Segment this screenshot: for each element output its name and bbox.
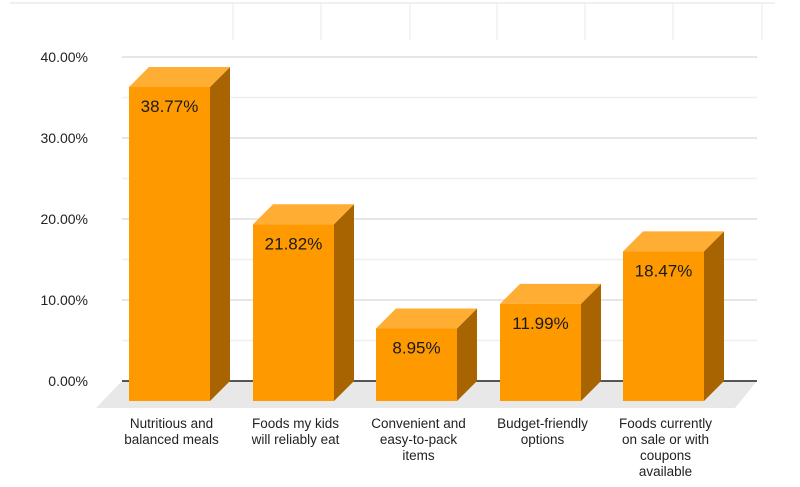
data-label: 21.82% bbox=[265, 234, 323, 253]
bar-top bbox=[253, 204, 354, 225]
x-category-label-line: coupons bbox=[640, 448, 691, 463]
bar-front bbox=[500, 303, 581, 401]
x-category-label-line: Convenient and bbox=[371, 416, 466, 431]
x-category-label-line: on sale or with bbox=[622, 432, 709, 447]
y-tick-label: 20.00% bbox=[41, 211, 88, 227]
x-category-label-line: options bbox=[521, 432, 565, 447]
bar-front bbox=[623, 251, 704, 401]
x-category-label-line: items bbox=[402, 448, 435, 463]
data-label: 8.95% bbox=[392, 339, 440, 358]
bar-front bbox=[253, 224, 334, 401]
bar-side bbox=[581, 283, 601, 401]
bar-top bbox=[623, 231, 724, 252]
x-category-label: Nutritious and balanced meals bbox=[124, 416, 219, 447]
bar-side bbox=[457, 308, 477, 401]
x-category-label-line: Budget-friendly bbox=[497, 416, 588, 431]
bar: 8.95% bbox=[376, 308, 477, 401]
x-category-label-line: balanced meals bbox=[124, 432, 219, 447]
bar: 38.77% bbox=[129, 66, 230, 401]
y-tick-label: 10.00% bbox=[41, 292, 88, 308]
data-label: 11.99% bbox=[512, 314, 568, 333]
bar-side bbox=[334, 204, 354, 401]
data-label: 18.47% bbox=[635, 261, 693, 280]
x-category-label-line: Foods my kids bbox=[252, 416, 339, 431]
bar: 21.82% bbox=[253, 204, 354, 401]
bar-top bbox=[376, 308, 477, 329]
bar-top bbox=[129, 66, 230, 87]
x-category-label-line: easy-to-pack bbox=[380, 432, 458, 447]
bar-front bbox=[376, 328, 457, 401]
x-category-label: Budget-friendly options bbox=[497, 416, 588, 447]
bar-side bbox=[704, 231, 724, 401]
y-tick-label: 30.00% bbox=[41, 130, 88, 146]
bar-front bbox=[129, 86, 210, 401]
x-category-label: Convenient and easy-to-pack items bbox=[371, 416, 466, 463]
bar: 11.99% bbox=[500, 283, 601, 401]
x-category-label-line: available bbox=[639, 464, 692, 479]
data-label: 38.77% bbox=[141, 97, 199, 116]
y-tick-label: 40.00% bbox=[41, 49, 88, 65]
x-category-label-line: Foods currently bbox=[619, 416, 712, 431]
x-category-label-line: Nutritious and bbox=[130, 416, 213, 431]
bar: 18.47% bbox=[623, 231, 724, 401]
x-category-label: Foods currently on sale or with coupons ava… bbox=[619, 416, 712, 479]
bar-top bbox=[500, 283, 601, 304]
x-category-label-line: will reliably eat bbox=[251, 432, 340, 447]
bar-side bbox=[210, 66, 230, 401]
x-category-label: Foods my kids will reliably eat bbox=[251, 416, 340, 447]
y-tick-label: 0.00% bbox=[48, 373, 88, 389]
